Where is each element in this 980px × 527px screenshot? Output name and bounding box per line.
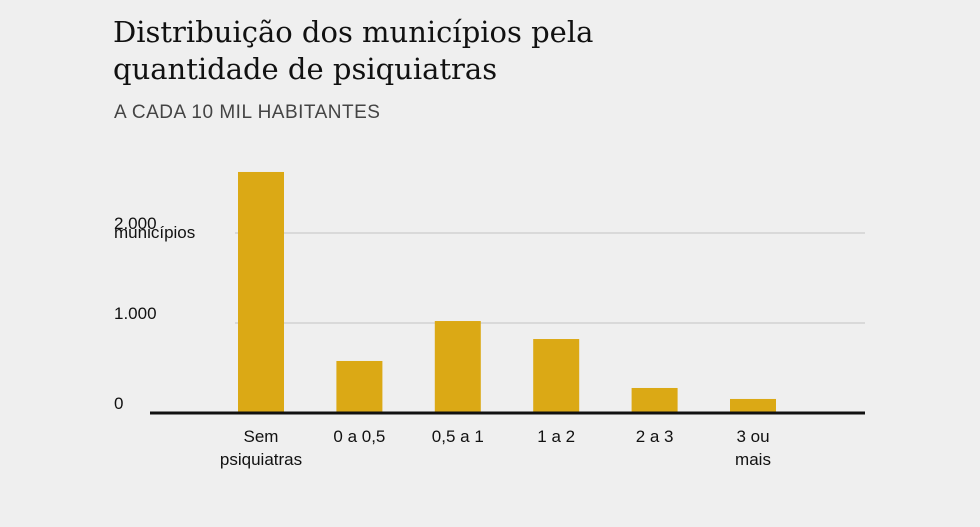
bar — [533, 339, 580, 413]
chart-title: Distribuição dos municípios pela quantid… — [113, 15, 594, 86]
bar — [336, 360, 383, 413]
y-tick-label: 2.000 — [114, 214, 157, 233]
x-tick-label: 0,5 a 1 — [431, 427, 484, 446]
x-tick-label: 2 a 3 — [635, 427, 674, 446]
x-tick-label: 1 a 2 — [537, 427, 576, 446]
y-tick-label: 1.000 — [114, 304, 157, 323]
x-tick-label: 0 a 0,5 — [333, 427, 386, 446]
x-tick-label: 3 ou mais — [735, 427, 771, 469]
y-tick-label: 0 — [114, 394, 123, 413]
bar — [238, 171, 284, 413]
x-tick-label: Sem psiquiatras — [219, 427, 303, 469]
chart-subtitle: A CADA 10 MIL HABITANTES — [114, 102, 381, 123]
y-axis-unit: municípios — [114, 223, 195, 242]
bar — [631, 387, 678, 413]
bar — [434, 321, 481, 413]
bar — [730, 398, 776, 413]
